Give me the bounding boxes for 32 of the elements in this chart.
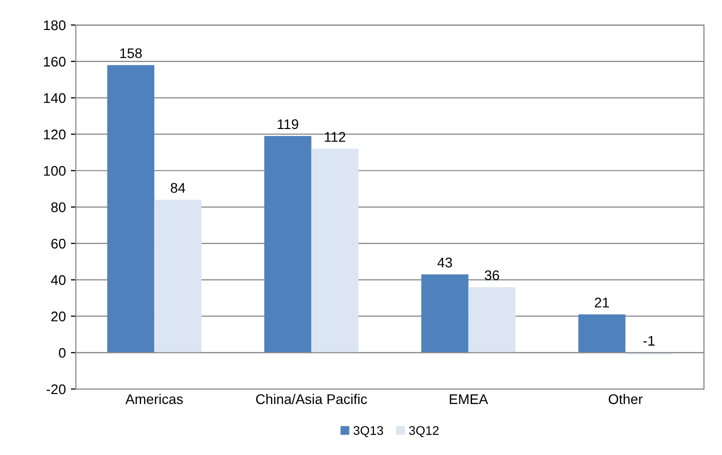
bar [311,148,358,353]
bar [154,200,202,353]
y-tick-label: 20 [51,312,66,322]
y-tick-label: 0 [58,348,66,358]
y-tick-label: 60 [51,238,66,249]
x-tick-label: Americas [125,394,183,404]
y-tick-label: 180 [44,20,66,30]
data-label: 158 [120,48,142,58]
y-tick-label: 160 [44,56,66,67]
y-tick-label: -20 [46,384,66,394]
x-tick-label: China/Asia Pacific [256,394,367,404]
data-label: 112 [324,132,346,142]
data-label: 36 [484,270,500,280]
y-tick-label: 140 [44,93,66,103]
legend-label: 3Q13 [354,426,384,438]
y-tick-label: 100 [44,166,66,176]
x-tick-label: EMEA [450,394,488,404]
x-tick-label: Other [608,394,643,404]
data-label: 43 [437,258,452,268]
y-tick-label: 80 [51,202,66,212]
y-tick-label: 120 [44,130,66,140]
data-label: 84 [170,183,186,193]
bar [421,274,468,353]
data-label: 119 [278,119,298,130]
data-label: -1 [643,336,654,346]
bar [107,65,154,353]
bar [578,314,626,353]
bar [468,287,516,353]
legend-label: 3Q12 [409,426,439,438]
y-tick-label: 40 [50,275,66,285]
data-label: 21 [594,298,609,308]
bar [264,136,312,353]
